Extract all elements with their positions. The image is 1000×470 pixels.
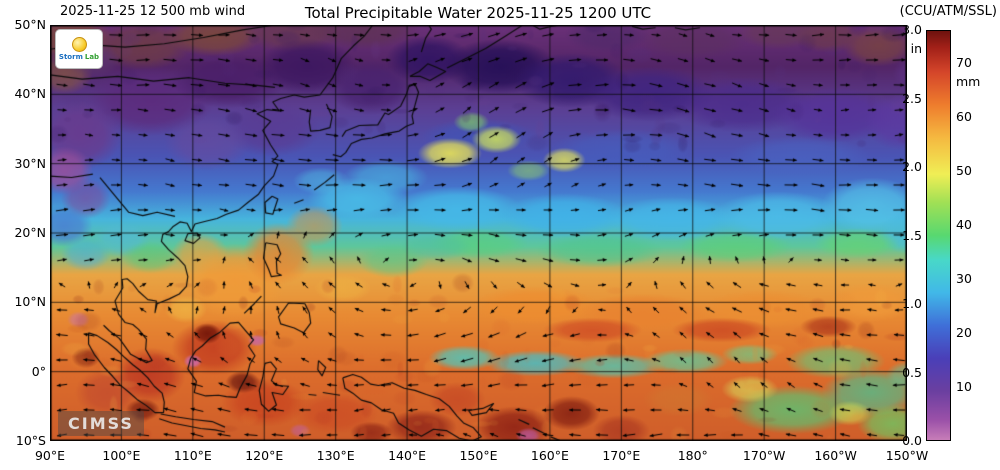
lat-tick-label: 30°N <box>14 155 46 171</box>
credit-label: (CCU/ATM/SSL) <box>899 4 997 19</box>
lon-tick-label: 180° <box>677 448 708 463</box>
lon-tick-label: 140°E <box>388 448 427 463</box>
lon-tick-label: 100°E <box>102 448 141 463</box>
lat-tick-label: 10°S <box>15 433 46 448</box>
lat-tick-label: 50°N <box>14 17 46 32</box>
lon-tick-label: 160°E <box>530 448 569 463</box>
colorbar-mm-tick: 20 <box>956 325 972 341</box>
lat-tick-label: 20°N <box>14 225 46 240</box>
colorbar-in-tick: 0.0 <box>902 433 922 448</box>
colorbar-in-tick: 3.0 <box>902 22 922 37</box>
colorbar-mm-tick: 50 <box>956 163 972 179</box>
colorbar-mm-tick: 10 <box>956 379 972 395</box>
colorbar-in-tick: 1.0 <box>902 296 922 311</box>
lon-tick-label: 170°W <box>742 448 786 463</box>
page-title: Total Precipitable Water 2025-11-25 1200… <box>304 4 652 22</box>
colorbar-mm-tick: 30 <box>956 271 972 287</box>
lon-tick-label: 170°E <box>602 448 641 463</box>
lat-tick-label: 40°N <box>14 86 46 102</box>
colorbar-mm-unit: mm <box>956 74 981 90</box>
tpw-field-canvas <box>50 25 907 441</box>
colorbar-in-tick: 1.5 <box>902 227 922 243</box>
colorbar-in-tick: 2.5 <box>902 90 922 106</box>
lon-tick-label: 110°E <box>173 448 212 463</box>
wind-run-label: 2025-11-25 12 500 mb wind <box>60 4 246 19</box>
bulb-icon <box>71 37 87 52</box>
lon-tick-label: 130°E <box>316 448 355 463</box>
colorbar-in-tick: 0.5 <box>902 364 922 380</box>
colorbar <box>926 30 951 441</box>
cimss-watermark: CIMSS <box>58 411 144 436</box>
colorbar-mm-tick: 60 <box>956 109 972 125</box>
logo-text-2: Lab <box>84 53 100 61</box>
lon-tick-label: 150°E <box>459 448 498 463</box>
lon-tick-label: 120°E <box>245 448 284 463</box>
logo-text-1: Storm <box>58 53 83 61</box>
colorbar-in-unit: in <box>910 41 922 56</box>
lab-logo: Storm Lab <box>55 29 103 69</box>
map-plot: Storm Lab CIMSS <box>50 25 907 441</box>
lat-tick-label: 0° <box>31 363 46 379</box>
colorbar-mm-tick: 40 <box>956 217 972 233</box>
colorbar-mm-tick: 70 <box>956 55 972 71</box>
colorbar-in-tick: 2.0 <box>902 159 922 174</box>
lon-tick-label: 150°W <box>885 448 929 463</box>
logo-text: Storm Lab <box>59 54 99 61</box>
lon-tick-label: 90°E <box>34 448 66 463</box>
lat-tick-label: 10°N <box>14 294 46 310</box>
lon-tick-label: 160°W <box>814 448 857 463</box>
